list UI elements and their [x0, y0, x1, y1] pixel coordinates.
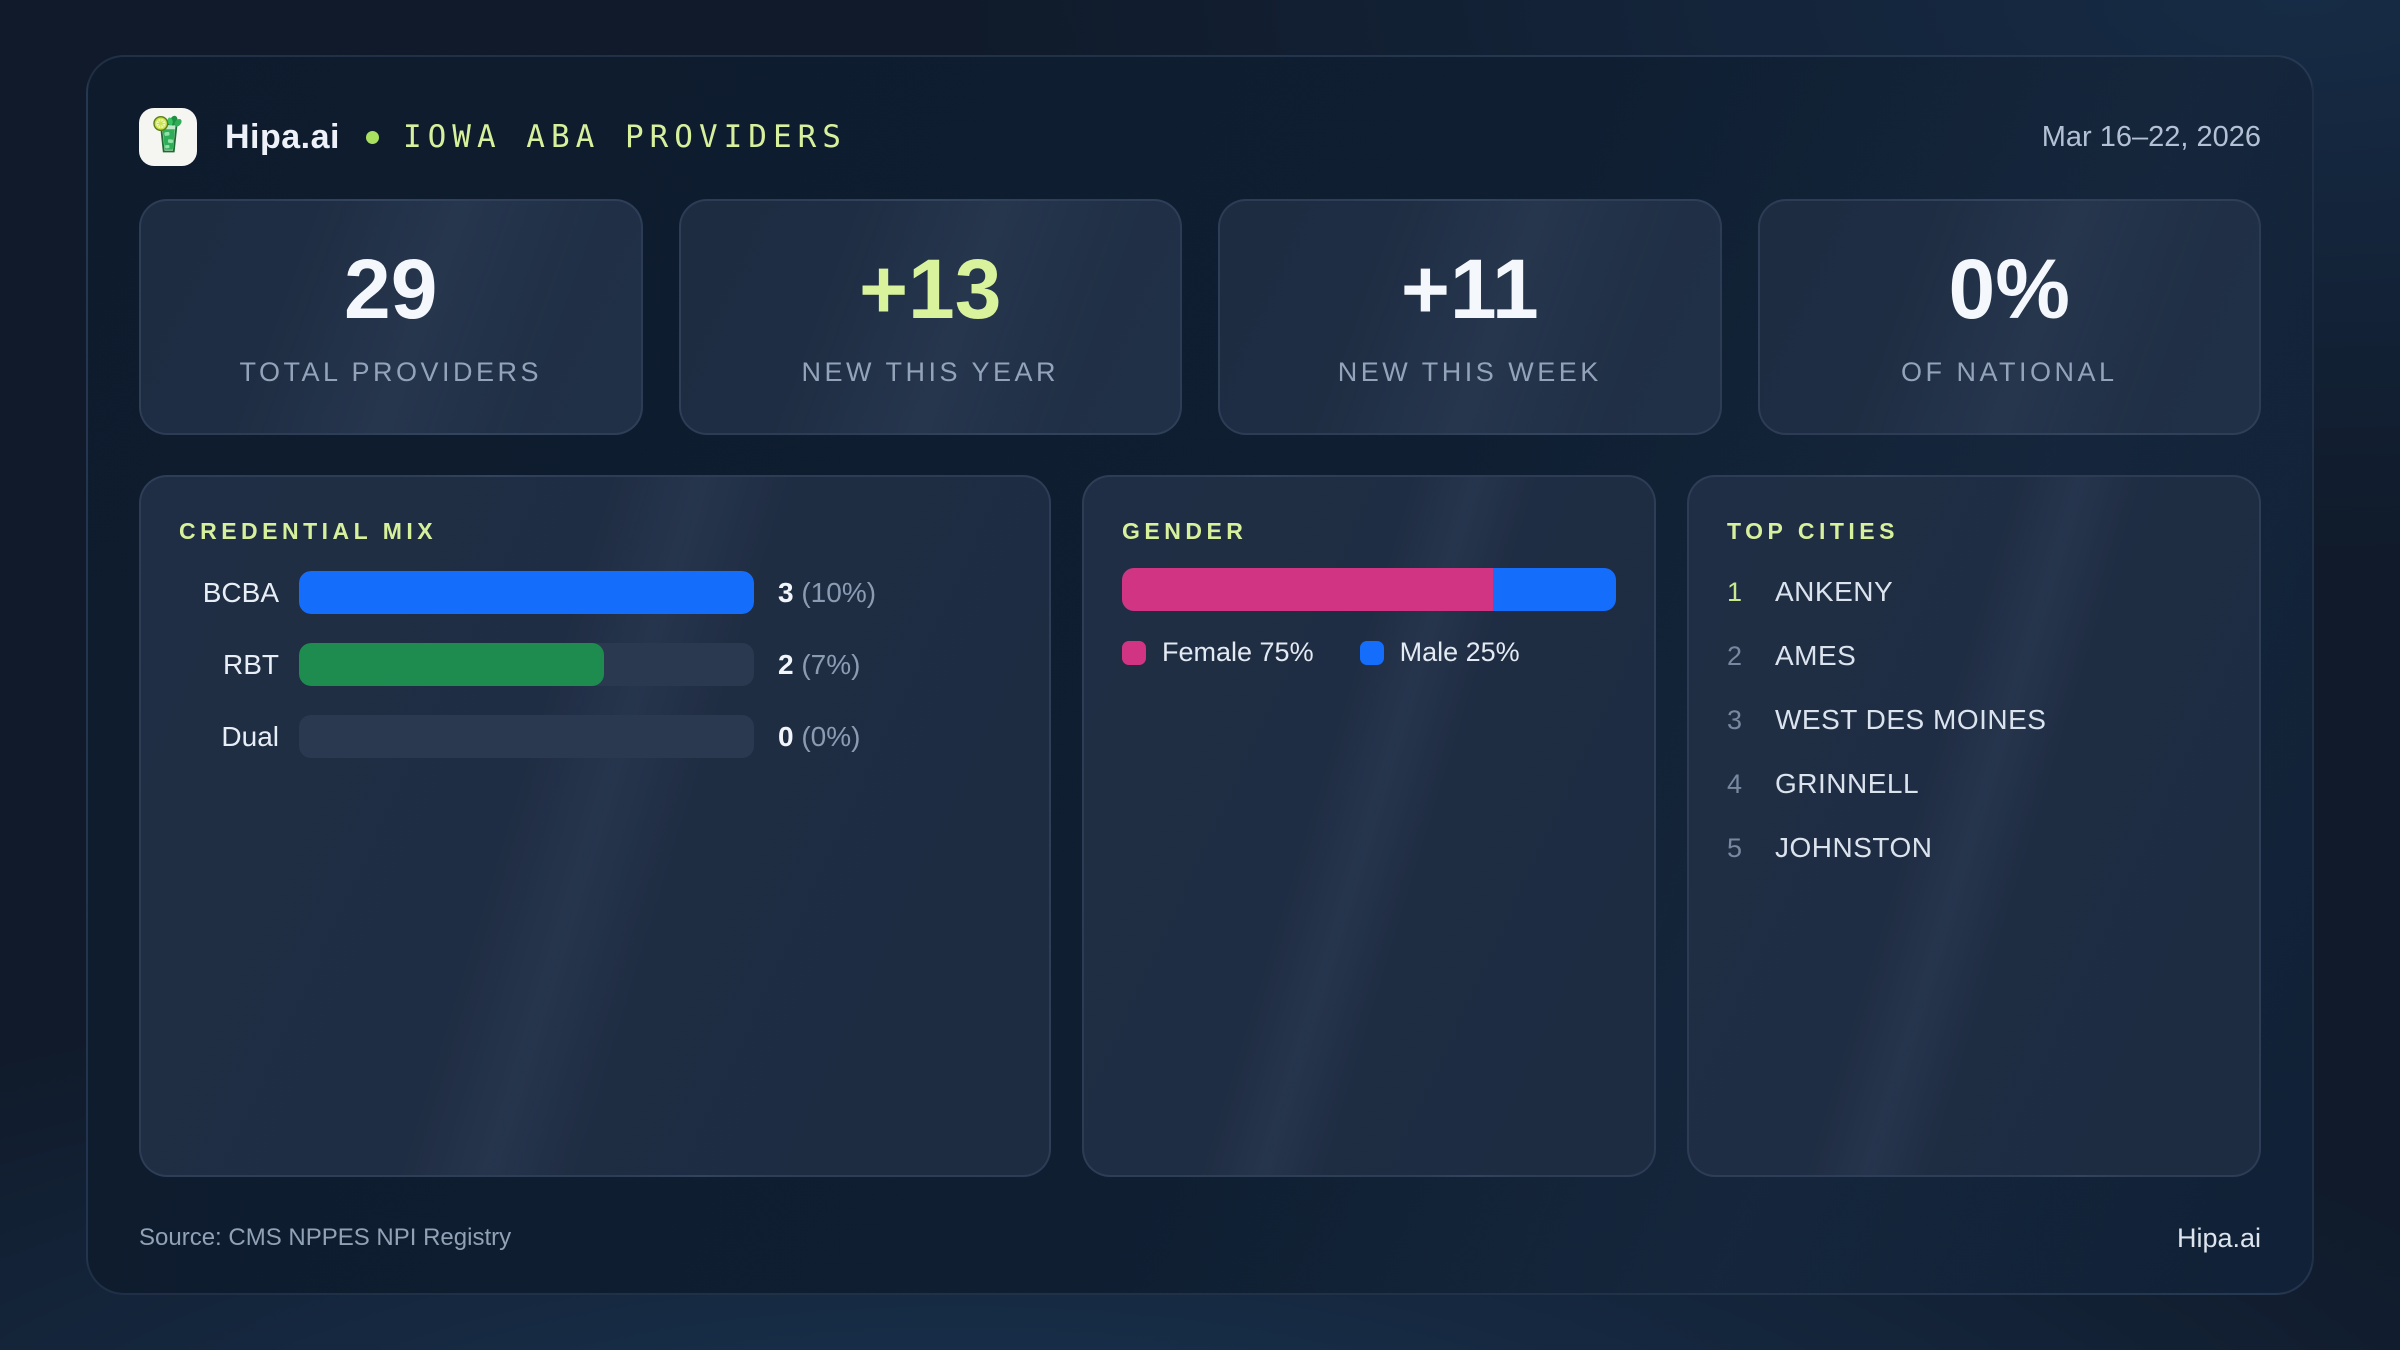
source-attribution: Source: CMS NPPES NPI Registry — [139, 1224, 512, 1251]
bar-label: BCBA — [202, 576, 279, 608]
list-item: 5 JOHNSTON — [1727, 831, 2221, 865]
panel-title: TOP CITIES — [1727, 518, 1899, 544]
city-name: JOHNSTON — [1775, 832, 1933, 863]
city-rank: 1 — [1727, 576, 1743, 607]
legend-label: Male 25% — [1399, 637, 1520, 667]
bar-label: Dual — [221, 720, 279, 752]
stat-label: OF NATIONAL — [1900, 356, 2118, 387]
report-title: IOWA ABA PROVIDERS — [402, 119, 847, 155]
list-item: 3 WEST DES MOINES — [1727, 703, 2221, 737]
city-name: ANKENY — [1775, 576, 1894, 607]
panel-title: CREDENTIAL MIX — [179, 518, 438, 544]
gender-segment-female — [1122, 568, 1493, 611]
legend-item-male: Male 25% — [1359, 637, 1520, 668]
stat-value: 0% — [1948, 241, 2070, 336]
stat-card-of-national: 0% OF NATIONAL — [1757, 199, 2261, 435]
header: Hipa.ai IOWA ABA PROVIDERS Mar 16–22, 20… — [139, 107, 2261, 167]
bar-track — [299, 643, 754, 686]
credential-mix-panel: CREDENTIAL MIX BCBA 3 (10%) RBT — [139, 475, 1051, 1177]
stat-card-new-this-week: +11 NEW THIS WEEK — [1218, 199, 1722, 435]
stat-value: +11 — [1400, 241, 1539, 336]
stat-label: NEW THIS YEAR — [801, 356, 1060, 387]
footer: Source: CMS NPPES NPI Registry Hipa.ai — [139, 1213, 2261, 1263]
bar-track — [299, 571, 754, 614]
dashboard-card: Hipa.ai IOWA ABA PROVIDERS Mar 16–22, 20… — [86, 55, 2314, 1295]
bar-value: 2 (7%) — [778, 648, 861, 680]
gender-segment-male — [1492, 568, 1616, 611]
credential-row-bcba: BCBA 3 (10%) — [179, 571, 1011, 614]
city-rank: 5 — [1727, 832, 1743, 863]
legend-label: Female 75% — [1162, 637, 1314, 667]
bar-value: 3 (10%) — [778, 576, 877, 608]
separator-dot-icon — [365, 130, 379, 144]
city-list: 1 ANKENY 2 AMES 3 WEST DES MOINES 4 GRIN… — [1727, 575, 2221, 865]
male-swatch-icon — [1359, 640, 1384, 665]
city-rank: 2 — [1727, 640, 1743, 671]
gender-stacked-bar — [1122, 568, 1616, 611]
brand-logo — [139, 108, 197, 166]
panels-row: CREDENTIAL MIX BCBA 3 (10%) RBT — [139, 475, 2261, 1177]
stat-value: +13 — [859, 241, 1002, 336]
bar-label: RBT — [223, 648, 279, 680]
panel-title: GENDER — [1122, 518, 1248, 544]
credential-bar-chart: BCBA 3 (10%) RBT — [179, 571, 1011, 758]
list-item: 2 AMES — [1727, 639, 2221, 673]
stat-label: NEW THIS WEEK — [1337, 356, 1602, 387]
date-range: Mar 16–22, 2026 — [2041, 120, 2261, 153]
bar-fill — [299, 571, 754, 614]
stat-value: 29 — [344, 241, 438, 336]
city-name: AMES — [1775, 640, 1857, 671]
stat-card-total-providers: 29 TOTAL PROVIDERS — [139, 199, 643, 435]
stat-label: TOTAL PROVIDERS — [239, 356, 543, 387]
gender-panel: GENDER Female 75% Male 25% — [1082, 475, 1656, 1177]
city-rank: 4 — [1727, 768, 1743, 799]
city-rank: 3 — [1727, 704, 1743, 735]
footer-brand: Hipa.ai — [2176, 1222, 2261, 1253]
bar-track — [299, 715, 754, 758]
credential-row-rbt: RBT 2 (7%) — [179, 643, 1011, 686]
bar-fill — [299, 643, 604, 686]
bar-value: 0 (0%) — [778, 720, 861, 752]
credential-row-dual: Dual 0 (0%) — [179, 715, 1011, 758]
mojito-drink-icon — [145, 112, 191, 163]
gender-legend: Female 75% Male 25% — [1122, 637, 1616, 668]
city-name: GRINNELL — [1775, 768, 1920, 799]
list-item: 1 ANKENY — [1727, 575, 2221, 609]
legend-item-female: Female 75% — [1122, 637, 1314, 668]
city-name: WEST DES MOINES — [1775, 704, 2047, 735]
stat-card-new-this-year: +13 NEW THIS YEAR — [678, 199, 1182, 435]
top-cities-panel: TOP CITIES 1 ANKENY 2 AMES 3 WEST DES MO… — [1687, 475, 2261, 1177]
female-swatch-icon — [1122, 640, 1146, 665]
brand-name: Hipa.ai — [225, 117, 340, 156]
list-item: 4 GRINNELL — [1727, 767, 2221, 801]
stats-row: 29 TOTAL PROVIDERS +13 NEW THIS YEAR +11… — [139, 199, 2261, 435]
